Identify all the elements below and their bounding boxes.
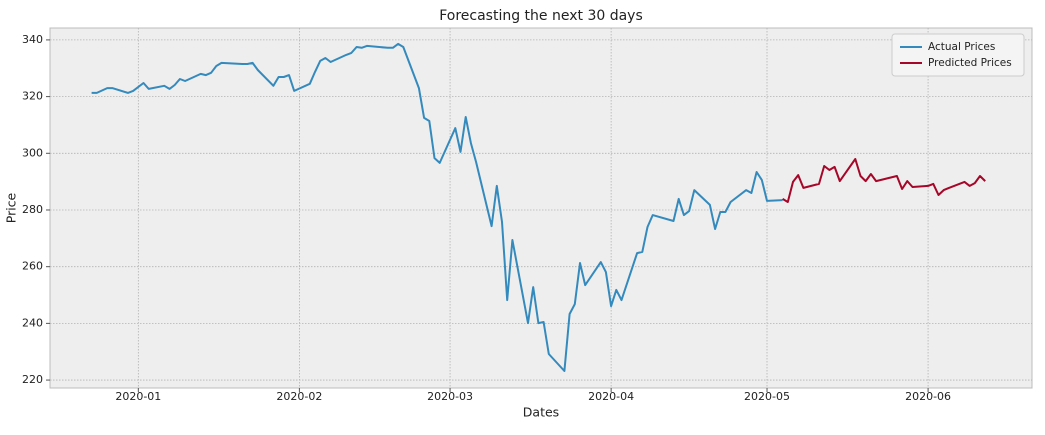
plot-area <box>49 27 1033 389</box>
x-tick-label: 2020-05 <box>744 390 790 403</box>
y-tick-label: 320 <box>22 90 43 103</box>
legend-label: Actual Prices <box>928 41 995 53</box>
x-tick-label: 2020-02 <box>276 390 322 403</box>
price-line <box>91 42 783 372</box>
price-line <box>782 158 986 203</box>
legend-box <box>891 33 1025 77</box>
legend: Actual Prices Predicted Prices <box>891 33 1025 77</box>
x-tick-label: 2020-06 <box>905 390 951 403</box>
y-tick-label: 220 <box>22 373 43 386</box>
x-tick-label: 2020-01 <box>115 390 161 403</box>
y-tick-label: 280 <box>22 203 43 216</box>
x-axis-label: Dates <box>523 405 559 420</box>
x-tick-label: 2020-03 <box>427 390 473 403</box>
x-tick-label: 2020-04 <box>588 390 634 403</box>
legend-label: Predicted Prices <box>928 57 1012 69</box>
y-tick-label: 340 <box>22 33 43 46</box>
y-tick-label: 240 <box>22 316 43 329</box>
y-tick-label: 300 <box>22 146 43 159</box>
grid: 220 240 260 280 300 320 340 2020-01 2020-02 2020-… <box>22 28 1032 403</box>
lines <box>91 42 986 372</box>
y-tick-label: 260 <box>22 260 43 273</box>
y-axis-label: Price <box>4 192 19 223</box>
chart-title: Forecasting the next 30 days <box>439 8 643 24</box>
